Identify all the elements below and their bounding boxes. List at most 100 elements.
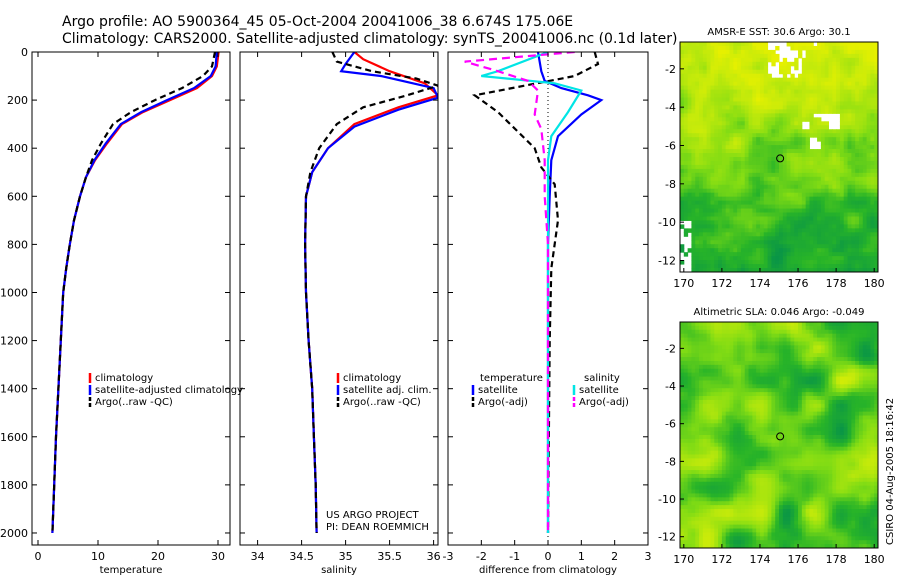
map-cell <box>847 357 852 362</box>
map-cell <box>798 396 803 401</box>
map-cell <box>680 77 685 83</box>
map-cell <box>702 364 708 370</box>
map-cell <box>836 224 841 229</box>
map-cell <box>813 149 818 154</box>
map-cell <box>718 93 723 99</box>
map-cell <box>820 411 826 417</box>
map-cell <box>794 160 799 166</box>
map-cell <box>744 224 750 229</box>
map-cell <box>828 341 833 346</box>
map-cell <box>798 345 803 350</box>
map-cell <box>839 407 845 413</box>
map-cell <box>702 61 708 67</box>
map-cell <box>702 220 708 225</box>
map-cell <box>862 454 868 459</box>
map-cell <box>790 180 795 186</box>
map-cell <box>851 349 856 354</box>
map-cell <box>759 69 765 75</box>
map-cell <box>786 216 791 221</box>
map-cell <box>847 260 852 265</box>
map-cell <box>767 145 772 150</box>
series-group <box>51 52 220 534</box>
map-cell <box>782 427 788 432</box>
map-cell <box>748 256 753 261</box>
map-cell <box>695 45 700 51</box>
map-cell <box>809 77 814 83</box>
map-cell <box>862 442 868 448</box>
map-cell <box>740 368 746 374</box>
map-cell <box>718 236 723 241</box>
map-cell <box>824 157 829 162</box>
map-cell <box>836 341 841 346</box>
map-cell <box>851 392 856 397</box>
map-cell <box>809 101 814 106</box>
map-cell <box>870 73 875 79</box>
map-cell <box>836 196 841 202</box>
map-cell <box>855 117 860 122</box>
map-cell <box>775 109 780 114</box>
map-cell <box>756 446 761 452</box>
map-cell <box>737 376 742 381</box>
map-cell <box>828 49 833 55</box>
map-cell <box>805 164 810 170</box>
map-cell <box>779 89 784 95</box>
map-cell <box>779 325 784 331</box>
map-cell <box>752 454 757 459</box>
map-cell <box>809 337 814 342</box>
map-cell <box>699 423 704 428</box>
map-cell <box>737 442 742 448</box>
map-cell <box>737 42 742 47</box>
map-cell <box>855 380 860 385</box>
map-cell <box>836 337 841 342</box>
map-cell <box>855 236 860 241</box>
map-cell <box>744 42 750 47</box>
map-cell <box>748 125 753 130</box>
map-cell <box>702 164 708 170</box>
map-cell <box>718 454 723 459</box>
map-cell <box>740 380 746 385</box>
map-cell <box>790 446 795 452</box>
map-cell <box>702 419 708 424</box>
map-cell <box>839 322 845 327</box>
map-cell <box>866 399 871 405</box>
map-cell <box>710 360 715 366</box>
map-cell <box>733 415 738 420</box>
map-cell <box>740 180 746 186</box>
map-cell <box>729 145 734 150</box>
map-cell <box>683 149 689 154</box>
map-cell <box>855 208 860 214</box>
map-cell <box>794 264 799 269</box>
map-cell <box>775 458 780 463</box>
map-cell <box>832 337 837 342</box>
map-cell <box>733 388 738 393</box>
map-cell <box>779 137 784 142</box>
map-cell <box>786 77 791 83</box>
map-cell <box>759 141 765 146</box>
map-cell <box>779 61 784 67</box>
map-cell <box>858 419 864 424</box>
map-cell <box>824 403 829 409</box>
map-cell <box>756 57 761 63</box>
map-cell <box>740 168 746 174</box>
map-cell <box>824 73 829 79</box>
map-cell <box>855 438 860 444</box>
map-cell <box>725 73 730 79</box>
map-cell <box>855 427 860 432</box>
map-cell <box>767 411 772 417</box>
map-cell <box>817 184 822 190</box>
map-cell <box>718 129 723 134</box>
map-cell <box>786 204 791 210</box>
map-cell <box>847 353 852 358</box>
map-cell <box>832 427 837 432</box>
map-cell <box>832 372 837 378</box>
map-cell <box>798 423 803 428</box>
map-cell <box>687 105 692 110</box>
map-cell <box>820 438 826 444</box>
map-cell <box>782 157 788 162</box>
map-cell <box>855 113 860 118</box>
map-cell <box>721 419 727 424</box>
legend-satellite-adjusted: satellite-adjusted climatology <box>88 385 243 396</box>
map-cell <box>702 438 708 444</box>
map-cell <box>820 180 826 186</box>
map-cell <box>740 212 746 217</box>
